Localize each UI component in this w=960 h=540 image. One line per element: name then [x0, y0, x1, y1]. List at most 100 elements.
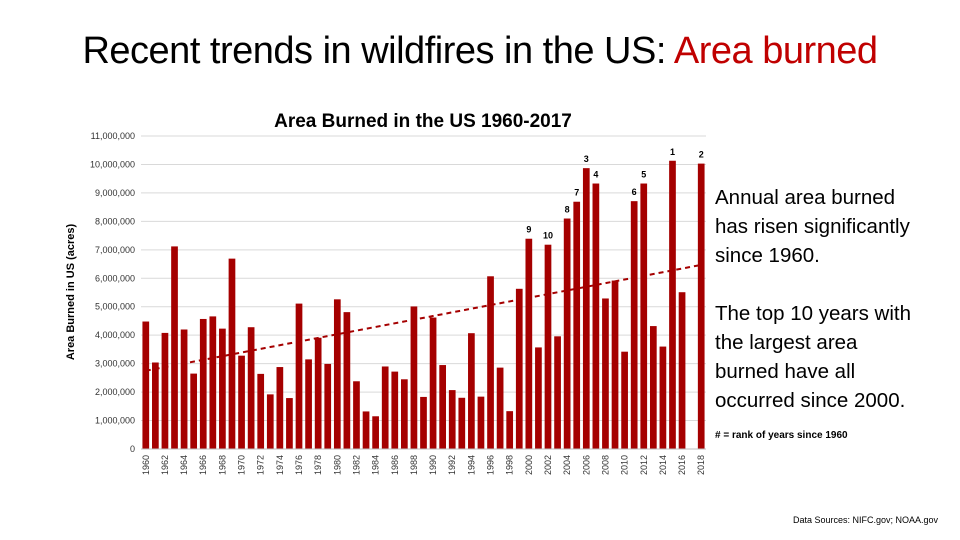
- bar-1985: [381, 366, 389, 449]
- x-tick-label: 1988: [409, 455, 419, 475]
- y-tick-label: 2,000,000: [95, 387, 135, 397]
- bar-1982: [353, 381, 360, 449]
- bar-1975: [286, 398, 293, 449]
- bar-1974: [276, 367, 284, 449]
- bar-2015: [669, 160, 676, 450]
- bar-1983: [362, 411, 370, 449]
- x-tick-label: 1994: [466, 455, 476, 475]
- summary-line: since 1960.: [715, 244, 820, 267]
- rank-label: 8: [565, 205, 570, 215]
- x-tick-label: 2002: [543, 455, 553, 475]
- bar-2009: [611, 280, 619, 449]
- bar-1998: [506, 411, 514, 449]
- bar-1961: [152, 362, 159, 449]
- bar-1972: [257, 373, 265, 449]
- summary-text: Annual area burned has risen significant…: [715, 183, 955, 415]
- x-tick-label: 1962: [160, 455, 170, 475]
- x-tick-label: 2004: [562, 455, 572, 475]
- y-tick-label: 1,000,000: [95, 416, 135, 426]
- bar-1984: [372, 416, 379, 449]
- rank-label: 1: [670, 147, 675, 157]
- bar-1992: [448, 390, 456, 449]
- x-tick-label: 2016: [677, 455, 687, 475]
- bar-1963: [171, 246, 178, 449]
- x-tick-label: 1982: [351, 455, 361, 475]
- bar-2005: [573, 201, 581, 449]
- bar-1996: [487, 276, 494, 449]
- x-tick-label: 1966: [198, 455, 208, 475]
- bar-2004: [563, 218, 571, 449]
- x-tick-label: 1990: [428, 455, 438, 475]
- bar-2011: [630, 201, 638, 449]
- bar-1978: [314, 337, 322, 449]
- bar-1991: [439, 365, 447, 449]
- bar-1969: [228, 258, 236, 449]
- bar-1981: [343, 312, 351, 449]
- rank-label: 2: [699, 150, 704, 160]
- bar-1995: [477, 396, 485, 449]
- rank-label: 7: [574, 188, 579, 198]
- bar-1980: [333, 299, 341, 449]
- x-tick-label: 1986: [390, 455, 400, 475]
- x-tick-label: 1974: [275, 455, 285, 475]
- y-tick-label: 8,000,000: [95, 216, 135, 226]
- trendline: [145, 263, 702, 372]
- rank-label: 6: [632, 187, 637, 197]
- x-tick-label: 2010: [620, 455, 630, 475]
- bar-1990: [429, 317, 437, 449]
- x-tick-label: 2008: [600, 455, 610, 475]
- summary-line: has risen significantly: [715, 215, 910, 238]
- bar-1967: [209, 316, 217, 449]
- bar-2013: [649, 326, 657, 449]
- x-tick-label: 1968: [217, 455, 227, 475]
- x-tick-label: 1978: [313, 455, 323, 475]
- bar-1979: [324, 363, 332, 449]
- bar-1989: [420, 396, 427, 449]
- x-tick-label: 1972: [256, 455, 266, 475]
- bar-1960: [142, 321, 150, 449]
- summary-line: occurred since 2000.: [715, 389, 906, 412]
- x-tick-label: 1998: [505, 455, 515, 475]
- bar-2018: [697, 163, 705, 450]
- bar-1994: [468, 333, 475, 449]
- x-tick-label: 1960: [141, 455, 151, 475]
- x-tick-label: 2018: [696, 455, 706, 475]
- y-tick-label: 11,000,000: [91, 131, 135, 141]
- x-tick-label: 1980: [332, 455, 342, 475]
- summary-line: burned have all: [715, 360, 856, 383]
- bar-1964: [180, 329, 188, 449]
- x-tick-label: 2014: [658, 455, 668, 475]
- x-tick-label: 2012: [639, 455, 649, 475]
- slide-title-main: Recent trends in wildfires in the US:: [82, 30, 666, 72]
- x-tick-label: 1996: [486, 455, 496, 475]
- rank-label: 10: [543, 231, 553, 241]
- slide-title-accent: Area burned: [673, 30, 878, 72]
- bar-1977: [305, 359, 312, 449]
- bar-2003: [554, 336, 561, 449]
- y-tick-label: 4,000,000: [95, 330, 135, 340]
- bar-2007: [592, 183, 600, 449]
- bar-2012: [640, 183, 648, 449]
- y-axis-label: Area Burned in US (acres): [65, 224, 77, 361]
- x-tick-label: 1992: [447, 455, 457, 475]
- bar-1999: [515, 288, 523, 449]
- y-tick-label: 6,000,000: [95, 273, 135, 283]
- y-tick-label: 10,000,000: [90, 159, 135, 169]
- bar-1988: [410, 306, 418, 449]
- bar-1965: [190, 373, 198, 449]
- rank-label: 9: [526, 225, 531, 235]
- bar-1973: [266, 394, 274, 449]
- bar-2008: [602, 298, 609, 449]
- bar-2010: [621, 351, 628, 449]
- bar-1970: [238, 355, 245, 449]
- x-tick-label: 2006: [581, 455, 591, 475]
- rank-label: 3: [584, 154, 589, 164]
- rank-label: 4: [593, 170, 598, 180]
- bar-1971: [247, 327, 255, 449]
- y-tick-label: 3,000,000: [95, 359, 135, 369]
- bar-2016: [678, 292, 686, 449]
- rank-label: 5: [641, 170, 646, 180]
- bar-2002: [544, 244, 552, 449]
- chart-title: Area Burned in the US 1960-2017: [274, 111, 572, 132]
